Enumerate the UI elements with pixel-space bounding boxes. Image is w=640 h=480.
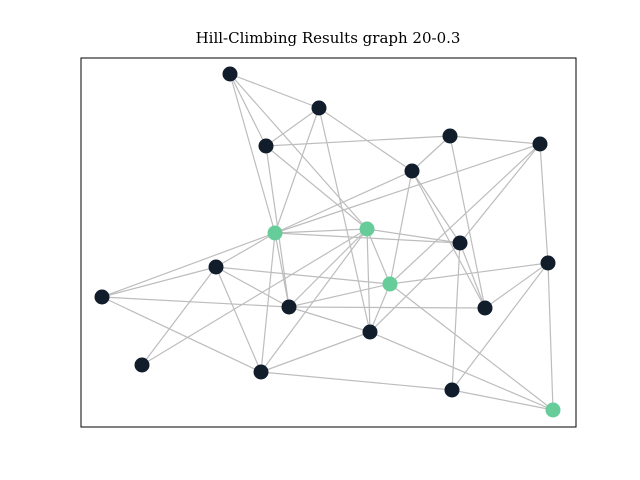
edge <box>411 135 451 172</box>
edge <box>274 170 413 234</box>
edge <box>101 296 290 308</box>
edge <box>101 232 276 298</box>
edge <box>260 331 371 373</box>
edge <box>459 242 486 309</box>
edge <box>451 262 549 391</box>
edge <box>411 170 486 309</box>
edge <box>366 228 371 333</box>
edge <box>265 145 368 230</box>
node <box>442 128 458 144</box>
edge <box>274 232 290 308</box>
edge <box>288 228 368 308</box>
edge <box>101 266 217 298</box>
edge <box>288 283 391 308</box>
edge <box>318 107 371 333</box>
edge <box>229 73 267 147</box>
edge <box>366 228 461 244</box>
edge <box>411 170 461 244</box>
edge <box>274 107 320 234</box>
node <box>444 382 460 398</box>
node <box>452 235 468 251</box>
edge <box>484 262 549 309</box>
edge <box>215 266 262 373</box>
edge <box>318 107 413 172</box>
edge <box>265 135 451 147</box>
node <box>208 259 224 275</box>
edge <box>215 266 290 308</box>
node <box>253 364 269 380</box>
edge <box>547 262 554 411</box>
edge <box>389 143 541 285</box>
node <box>540 255 556 271</box>
node <box>258 138 274 154</box>
node <box>545 402 561 418</box>
edge <box>274 228 368 234</box>
edge <box>451 242 461 391</box>
edge <box>449 135 541 145</box>
edge <box>451 389 554 411</box>
nodes <box>94 66 561 418</box>
edge <box>141 266 217 366</box>
title: Hill-Climbing Results graph 20-0.3 <box>196 29 461 47</box>
node <box>477 300 493 316</box>
edge <box>265 107 320 147</box>
node <box>134 357 150 373</box>
edge <box>288 306 371 333</box>
edge <box>260 371 453 391</box>
edge <box>229 73 320 109</box>
frame <box>80 57 577 428</box>
node <box>532 136 548 152</box>
node <box>281 299 297 315</box>
node <box>382 276 398 292</box>
edge <box>389 262 549 285</box>
edge <box>288 306 486 309</box>
edge <box>539 143 549 264</box>
edge <box>229 73 276 234</box>
edge <box>459 143 541 244</box>
edge <box>101 296 262 373</box>
node <box>222 66 238 82</box>
edge <box>215 232 276 268</box>
edge <box>369 331 554 411</box>
edge <box>260 228 368 373</box>
edge <box>449 135 486 309</box>
edge <box>215 266 391 285</box>
edge <box>260 232 276 373</box>
node <box>267 225 283 241</box>
edge <box>389 170 413 285</box>
edge <box>229 73 368 230</box>
node <box>94 289 110 305</box>
node <box>404 163 420 179</box>
edge <box>274 143 541 234</box>
edge <box>389 283 554 411</box>
node <box>362 324 378 340</box>
edge <box>369 242 461 333</box>
edge <box>141 228 368 366</box>
node <box>311 100 327 116</box>
edges <box>101 73 554 411</box>
node <box>359 221 375 237</box>
edge <box>366 228 391 285</box>
